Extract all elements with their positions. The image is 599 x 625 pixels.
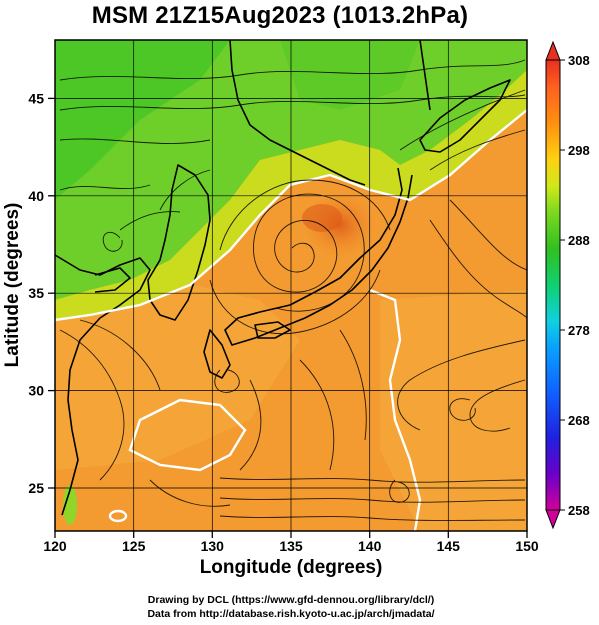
contour-298K	[55, 109, 527, 531]
colorbar-tick-label: 298	[568, 143, 590, 158]
graticule	[55, 40, 527, 531]
cool-land-field	[55, 40, 527, 300]
lon-tick-label: 120	[43, 538, 67, 554]
map-plot-area	[55, 40, 527, 531]
lat-tick-label: 30	[28, 383, 44, 399]
chart-title: MSM 21Z15Aug2023 (1013.2hPa)	[91, 2, 469, 29]
colorbar-tick-label: 258	[568, 503, 590, 518]
lon-tick-label: 135	[279, 538, 303, 554]
colorbar-max-arrow	[545, 40, 561, 61]
colorbar-min-arrow	[545, 509, 561, 530]
y-axis-label: Latitude (degrees)	[2, 202, 23, 368]
lon-tick-label: 125	[122, 538, 146, 554]
colorbar-tick-label: 268	[568, 413, 590, 428]
lon-tick-label: 130	[201, 538, 225, 554]
lon-tick-label: 145	[437, 538, 461, 554]
lat-tick-label: 40	[28, 188, 44, 204]
korea-coast	[147, 164, 211, 321]
credit-data-source: Data from http://database.rish.kyoto-u.a…	[147, 608, 435, 620]
colorbar-tick-label: 278	[568, 323, 590, 338]
lon-tick-label: 150	[515, 538, 539, 554]
lat-tick-label: 25	[28, 480, 44, 496]
colorbar-tick-label: 288	[568, 233, 590, 248]
colorbar: 308 298 288 278 268 258	[545, 40, 590, 530]
x-axis-label: Longitude (degrees)	[199, 557, 383, 578]
axis-ticks	[48, 97, 528, 538]
lat-tick-label: 45	[28, 90, 44, 106]
wind-streamlines	[59, 59, 527, 521]
lon-tick-label: 140	[358, 538, 382, 554]
credit-drawing: Drawing by DCL (https://www.gfd-dennou.o…	[147, 594, 435, 606]
lat-tick-label: 35	[28, 285, 44, 301]
colorbar-tick-label: 308	[568, 53, 590, 68]
